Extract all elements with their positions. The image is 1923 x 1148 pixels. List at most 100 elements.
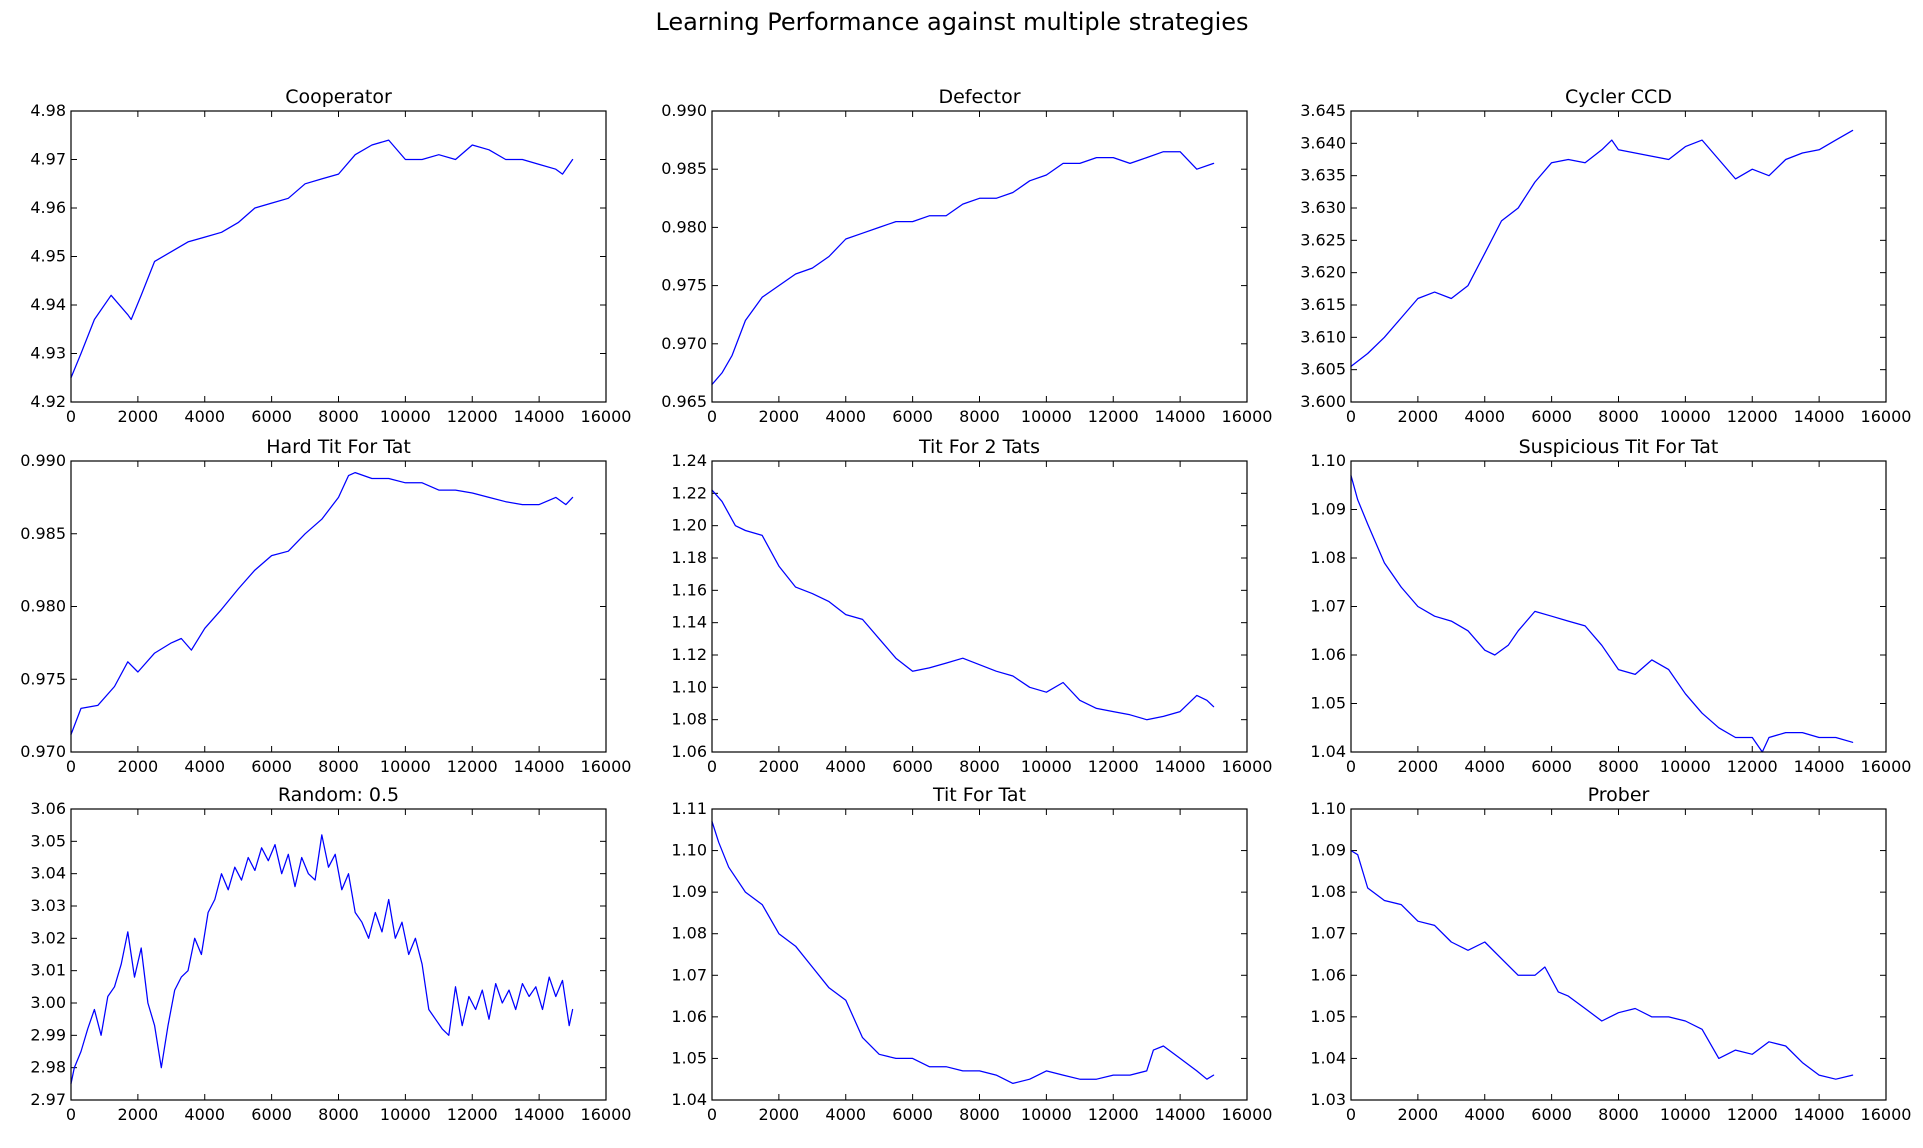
y-axis: 1.03 1.04 1.05 1.06 1.07 1.08 1.09 1.10 bbox=[1310, 799, 1886, 1109]
y-axis: 2.97 2.98 2.99 3.00 3.01 3.02 3.03 3.04 3.05 3.06 bbox=[30, 799, 606, 1109]
x-tick-label: 12000 bbox=[1088, 407, 1139, 426]
subplot-title: Random: 0.5 bbox=[278, 784, 399, 806]
axes-frame bbox=[711, 808, 1248, 1101]
axes-frame bbox=[711, 110, 1248, 403]
y-tick-label: 1.05 bbox=[1310, 1007, 1346, 1026]
y-tick-label: 1.10 bbox=[671, 841, 707, 860]
x-tick-label: 8000 bbox=[1598, 407, 1639, 426]
y-tick-label: 1.06 bbox=[671, 1007, 707, 1026]
x-tick-label: 14000 bbox=[514, 1105, 565, 1124]
series-line-0 bbox=[70, 834, 574, 1085]
x-axis: 0 2000 4000 6000 8000 10000 12000 14000 16000 bbox=[66, 461, 631, 776]
y-tick-label: 1.09 bbox=[1310, 841, 1346, 860]
series-line-0 bbox=[711, 489, 1215, 721]
y-axis: 4.92 4.93 4.94 4.95 4.96 4.97 4.98 bbox=[30, 101, 606, 411]
x-tick-label: 2000 bbox=[118, 757, 159, 776]
y-tick-label: 1.04 bbox=[1310, 742, 1346, 761]
x-tick-label: 10000 bbox=[1660, 407, 1711, 426]
x-tick-label: 2000 bbox=[1398, 757, 1439, 776]
y-tick-label: 4.94 bbox=[30, 295, 66, 314]
x-tick-label: 14000 bbox=[1794, 1105, 1845, 1124]
y-tick-label: 0.985 bbox=[20, 524, 66, 543]
axes-frame bbox=[70, 110, 607, 403]
y-tick-label: 4.98 bbox=[30, 101, 66, 120]
subplot-title: Tit For Tat bbox=[932, 784, 1026, 806]
x-tick-label: 12000 bbox=[1088, 1105, 1139, 1124]
y-tick-label: 1.07 bbox=[1310, 924, 1346, 943]
y-tick-label: 1.06 bbox=[671, 742, 707, 761]
x-axis: 0 2000 4000 6000 8000 10000 12000 14000 16000 bbox=[1346, 809, 1911, 1124]
y-tick-label: 1.16 bbox=[671, 580, 707, 599]
x-tick-label: 10000 bbox=[380, 1105, 431, 1124]
subplot-1: Defector 0 2000 4000 6000 8000 10000 12000 14000… bbox=[661, 86, 1272, 426]
axes-frame bbox=[70, 460, 607, 753]
subplot-title: Suspicious Tit For Tat bbox=[1519, 436, 1719, 458]
x-tick-label: 8000 bbox=[1598, 757, 1639, 776]
y-tick-label: 3.635 bbox=[1300, 166, 1346, 185]
series-line-0 bbox=[70, 139, 574, 379]
subplot-title: Tit For 2 Tats bbox=[918, 436, 1040, 458]
y-tick-label: 3.02 bbox=[30, 928, 66, 947]
y-tick-label: 0.990 bbox=[20, 451, 66, 470]
series-line-0 bbox=[1350, 474, 1854, 753]
x-tick-label: 0 bbox=[1346, 1105, 1356, 1124]
x-tick-label: 6000 bbox=[251, 757, 292, 776]
x-axis: 0 2000 4000 6000 8000 10000 12000 14000 16000 bbox=[707, 809, 1272, 1124]
subplot-grid: Cooperator 0 2000 4000 6000 8000 10000 12000 140… bbox=[20, 86, 1911, 1124]
y-tick-label: 3.605 bbox=[1300, 360, 1346, 379]
axes-frame bbox=[1350, 110, 1887, 403]
x-tick-label: 2000 bbox=[759, 1105, 800, 1124]
x-tick-label: 0 bbox=[707, 407, 717, 426]
x-tick-label: 8000 bbox=[959, 407, 1000, 426]
y-axis: 1.04 1.05 1.06 1.07 1.08 1.09 1.10 bbox=[1310, 451, 1886, 761]
x-tick-label: 14000 bbox=[1155, 1105, 1206, 1124]
x-tick-label: 12000 bbox=[1727, 757, 1778, 776]
x-tick-label: 2000 bbox=[118, 1105, 159, 1124]
y-tick-label: 1.06 bbox=[1310, 965, 1346, 984]
subplot-6: Random: 0.5 0 2000 4000 6000 8000 10000 12000 14… bbox=[30, 784, 631, 1124]
x-tick-label: 16000 bbox=[1222, 757, 1273, 776]
series-line-0 bbox=[711, 151, 1215, 386]
y-tick-label: 4.95 bbox=[30, 247, 66, 266]
x-tick-label: 16000 bbox=[581, 407, 632, 426]
y-tick-label: 2.99 bbox=[30, 1025, 66, 1044]
x-tick-label: 4000 bbox=[1464, 407, 1505, 426]
subplot-7: Tit For Tat 0 2000 4000 6000 8000 10000 12000 14… bbox=[671, 784, 1272, 1124]
y-tick-label: 1.05 bbox=[1310, 694, 1346, 713]
subplot-2: Cycler CCD 0 2000 4000 6000 8000 10000 12000 140… bbox=[1300, 86, 1911, 426]
y-tick-label: 1.04 bbox=[671, 1090, 707, 1109]
x-tick-label: 16000 bbox=[581, 1105, 632, 1124]
y-tick-label: 1.08 bbox=[1310, 882, 1346, 901]
y-tick-label: 4.92 bbox=[30, 392, 66, 411]
y-tick-label: 4.96 bbox=[30, 198, 66, 217]
x-tick-label: 12000 bbox=[447, 1105, 498, 1124]
y-tick-label: 1.10 bbox=[671, 677, 707, 696]
y-tick-label: 3.01 bbox=[30, 961, 66, 980]
x-tick-label: 4000 bbox=[825, 407, 866, 426]
x-tick-label: 14000 bbox=[1794, 407, 1845, 426]
y-tick-label: 0.970 bbox=[661, 334, 707, 353]
y-tick-label: 1.06 bbox=[1310, 645, 1346, 664]
y-tick-label: 1.10 bbox=[1310, 451, 1346, 470]
y-tick-label: 2.97 bbox=[30, 1090, 66, 1109]
series-line-0 bbox=[70, 471, 574, 736]
x-axis: 0 2000 4000 6000 8000 10000 12000 14000 16000 bbox=[66, 809, 632, 1124]
y-tick-label: 2.98 bbox=[30, 1058, 66, 1077]
y-axis: 3.600 3.605 3.610 3.615 3.620 3.625 3.630 3.635… bbox=[1300, 101, 1886, 411]
y-tick-label: 0.970 bbox=[20, 742, 66, 761]
y-axis: 1.06 1.08 1.10 1.12 1.14 1.16 1.18 1.20 1.22 1.24 bbox=[671, 451, 1247, 761]
y-tick-label: 0.975 bbox=[661, 276, 707, 295]
y-tick-label: 1.22 bbox=[671, 483, 707, 502]
y-tick-label: 4.97 bbox=[30, 150, 66, 169]
x-tick-label: 4000 bbox=[825, 1105, 866, 1124]
x-tick-label: 2000 bbox=[1398, 407, 1439, 426]
x-tick-label: 12000 bbox=[1727, 407, 1778, 426]
subplot-title: Defector bbox=[938, 86, 1020, 108]
subplot-8: Prober 0 2000 4000 6000 8000 10000 12000 14000 16… bbox=[1310, 784, 1911, 1124]
subplot-title: Prober bbox=[1588, 784, 1650, 806]
x-tick-label: 12000 bbox=[447, 407, 498, 426]
x-tick-label: 2000 bbox=[118, 407, 159, 426]
x-tick-label: 2000 bbox=[759, 407, 800, 426]
x-tick-label: 14000 bbox=[1794, 757, 1845, 776]
